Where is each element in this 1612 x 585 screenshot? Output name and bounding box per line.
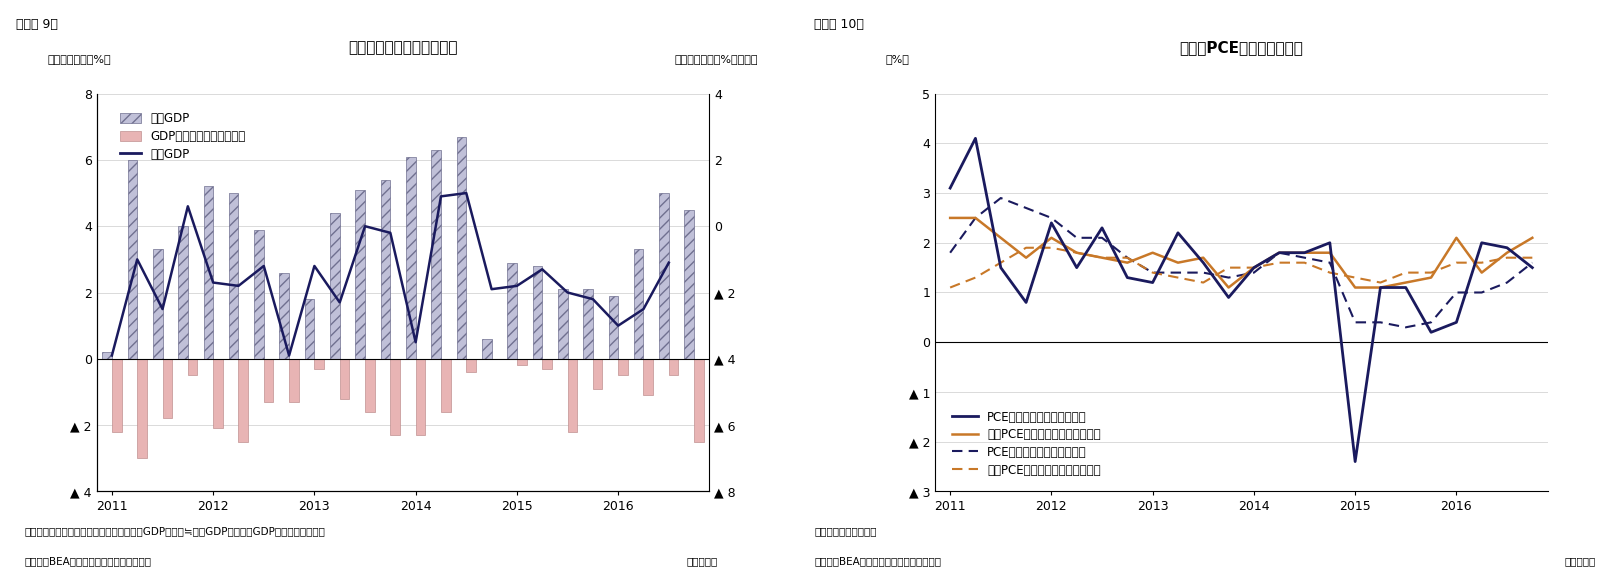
Bar: [406, 157, 416, 359]
Bar: [695, 359, 704, 442]
Text: （前期比年率、%）: （前期比年率、%）: [48, 54, 111, 64]
Bar: [634, 249, 643, 359]
Text: （四半期）: （四半期）: [1565, 556, 1596, 566]
Title: 米国のPCE価格指数伸び率: 米国のPCE価格指数伸び率: [1180, 40, 1302, 55]
Bar: [213, 359, 222, 428]
Legend: 名目GDP, GDPデフレータ（右逆軸）, 実質GDP: 名目GDP, GDPデフレータ（右逆軸）, 実質GDP: [114, 108, 250, 166]
Bar: [466, 359, 476, 372]
Bar: [584, 289, 593, 359]
Text: （四半期）: （四半期）: [687, 556, 717, 566]
Bar: [314, 359, 324, 369]
Bar: [532, 266, 542, 359]
Text: （資料）BEAよりニッセイ基礎研究所作成: （資料）BEAよりニッセイ基礎研究所作成: [814, 556, 941, 566]
Bar: [685, 209, 695, 359]
Bar: [289, 359, 298, 402]
Title: 米国の名目と実質の成長率: 米国の名目と実質の成長率: [348, 40, 458, 55]
Text: （注）季節調整済系列の前期比年率、実質GDP伸び率≒名目GDP伸び率－GDPデフレータ伸び率: （注）季節調整済系列の前期比年率、実質GDP伸び率≒名目GDP伸び率－GDPデフ…: [24, 526, 326, 536]
Bar: [179, 226, 189, 359]
Bar: [255, 229, 264, 359]
Bar: [482, 339, 492, 359]
Bar: [330, 213, 340, 359]
Legend: PCE価格指数（前期比年率）, コアPCE価格指数（前期比年率）, PCE価格指数（前年同期比）, コアPCE価格指数（前年同期比）: PCE価格指数（前期比年率）, コアPCE価格指数（前期比年率）, PCE価格指…: [946, 406, 1106, 481]
Bar: [416, 359, 426, 435]
Bar: [558, 289, 567, 359]
Bar: [643, 359, 653, 395]
Bar: [432, 150, 442, 359]
Bar: [163, 359, 172, 418]
Bar: [609, 296, 617, 359]
Bar: [111, 359, 121, 432]
Bar: [508, 263, 517, 359]
Bar: [203, 187, 213, 359]
Text: （図表 9）: （図表 9）: [16, 18, 58, 30]
Bar: [189, 359, 197, 376]
Text: （前期比年率、%、逆軸）: （前期比年率、%、逆軸）: [675, 54, 758, 64]
Bar: [456, 137, 466, 359]
Bar: [542, 359, 551, 369]
Bar: [305, 299, 314, 359]
Bar: [364, 359, 374, 412]
Bar: [442, 359, 451, 412]
Text: （図表 10）: （図表 10）: [814, 18, 864, 30]
Bar: [340, 359, 350, 398]
Bar: [567, 359, 577, 432]
Bar: [380, 180, 390, 359]
Bar: [355, 190, 364, 359]
Text: （資料）BEAよりニッセイ基礎研究所作成: （資料）BEAよりニッセイ基礎研究所作成: [24, 556, 152, 566]
Bar: [229, 193, 239, 359]
Bar: [264, 359, 274, 402]
Bar: [617, 359, 627, 376]
Bar: [390, 359, 400, 435]
Bar: [593, 359, 603, 388]
Bar: [279, 273, 289, 359]
Bar: [239, 359, 248, 442]
Text: （%）: （%）: [887, 54, 909, 64]
Bar: [659, 193, 669, 359]
Bar: [153, 249, 163, 359]
Bar: [127, 160, 137, 359]
Text: （注）季節調整済系列: （注）季節調整済系列: [814, 526, 877, 536]
Bar: [137, 359, 147, 458]
Bar: [669, 359, 679, 376]
Bar: [517, 359, 527, 366]
Bar: [102, 352, 111, 359]
